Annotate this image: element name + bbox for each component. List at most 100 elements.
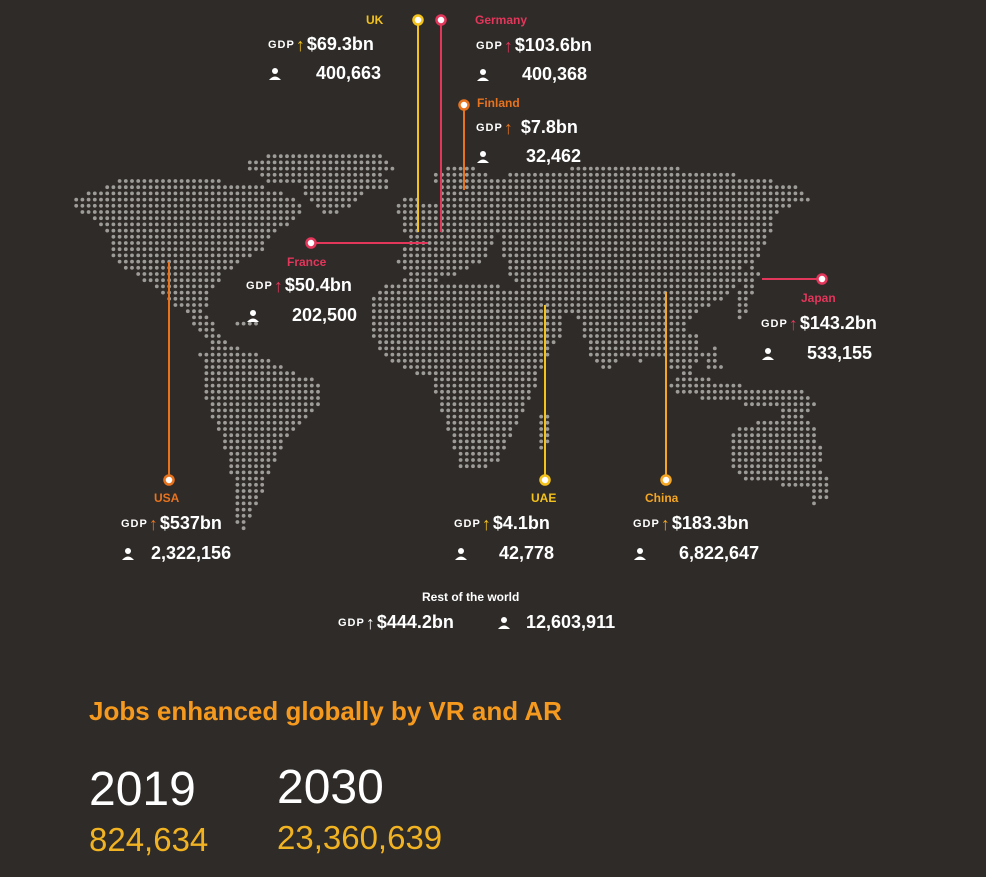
map-dot [483,445,488,450]
map-dot [272,365,277,369]
employment-value-finland: 32,462 [526,146,582,166]
map-dot [223,420,227,425]
map-dot [743,427,748,431]
map-dot [272,191,277,196]
map-dot [291,210,296,214]
map-dot [688,216,692,221]
map-dot [427,259,432,264]
map-dot [105,185,110,190]
map-dot [508,377,513,382]
map-dot [117,241,122,245]
map-dot [396,346,401,351]
map-dot [731,197,736,202]
map-dot [241,203,246,208]
map-dot [570,216,575,221]
map-dot [632,166,637,171]
map-dot [477,389,482,394]
map-dot [768,185,773,190]
map-dot [706,383,711,388]
map-dot [483,185,488,190]
map-dot [148,210,153,214]
map-dot [452,265,457,270]
map-dot [458,197,463,202]
map-dot [799,470,804,475]
map-dot [402,346,407,351]
map-dot [99,191,103,196]
map-dot [632,216,637,221]
map-dot [452,290,457,295]
map-dot [241,321,246,326]
map-dot [415,272,420,276]
map-dot [433,296,438,301]
map-dot [601,296,606,301]
map-dot [601,241,606,245]
map-dot [824,489,829,493]
map-dot [254,160,258,165]
map-dot [297,160,302,165]
map-dot [235,520,240,524]
map-dot [254,166,258,171]
map-dot [595,321,599,326]
map-dot [489,234,494,239]
map-dot [681,365,686,369]
map-dot [663,210,668,214]
map-dot [272,420,277,425]
map-dot [737,309,742,314]
map-dot [681,216,686,221]
map-dot [619,210,624,214]
map-dot [520,228,525,233]
map-dot [216,334,221,338]
map-dot [446,197,451,202]
map-dot [458,389,463,394]
map-dot [750,389,754,394]
map-dot [489,365,494,369]
map-dot [216,340,221,345]
map-dot [365,179,370,183]
map-dot [365,185,370,190]
map-dot [266,389,271,394]
map-dot [533,377,537,382]
map-dot [148,203,153,208]
map-dot [278,439,283,444]
map-dot [514,241,519,245]
map-dot [762,464,767,469]
gdp-value-usa: $537bn [159,513,222,533]
map-dot [458,365,463,369]
map-dot [607,365,612,369]
map-dot [595,253,599,258]
map-dot [818,482,823,487]
map-dot [241,482,246,487]
map-dot [235,241,240,245]
map-dot [495,222,500,227]
map-dot [309,154,314,159]
map-dot [799,427,804,431]
map-dot [433,247,438,252]
map-dot [216,210,221,214]
map-dot [706,228,711,233]
map-dot [495,191,500,196]
map-dot [464,346,469,351]
map-dot [743,464,748,469]
map-dot [688,334,692,338]
map-dot [706,191,711,196]
map-dot [489,358,494,363]
map-dot [582,327,587,332]
map-dot [719,290,723,295]
map-dot [750,290,754,295]
map-dot [229,346,234,351]
map-dot [446,222,451,227]
map-dot [433,216,438,221]
map-dot [514,222,519,227]
person-icon [455,547,467,560]
map-dot [514,346,519,351]
map-dot [241,389,246,394]
map-dot [477,464,482,469]
map-dot [526,290,531,295]
map-dot [489,408,494,413]
map-dot [266,222,271,227]
map-dot [316,191,320,196]
map-dot [130,185,134,190]
map-dot [216,420,221,425]
map-dot [756,197,761,202]
map-dot [700,389,705,394]
